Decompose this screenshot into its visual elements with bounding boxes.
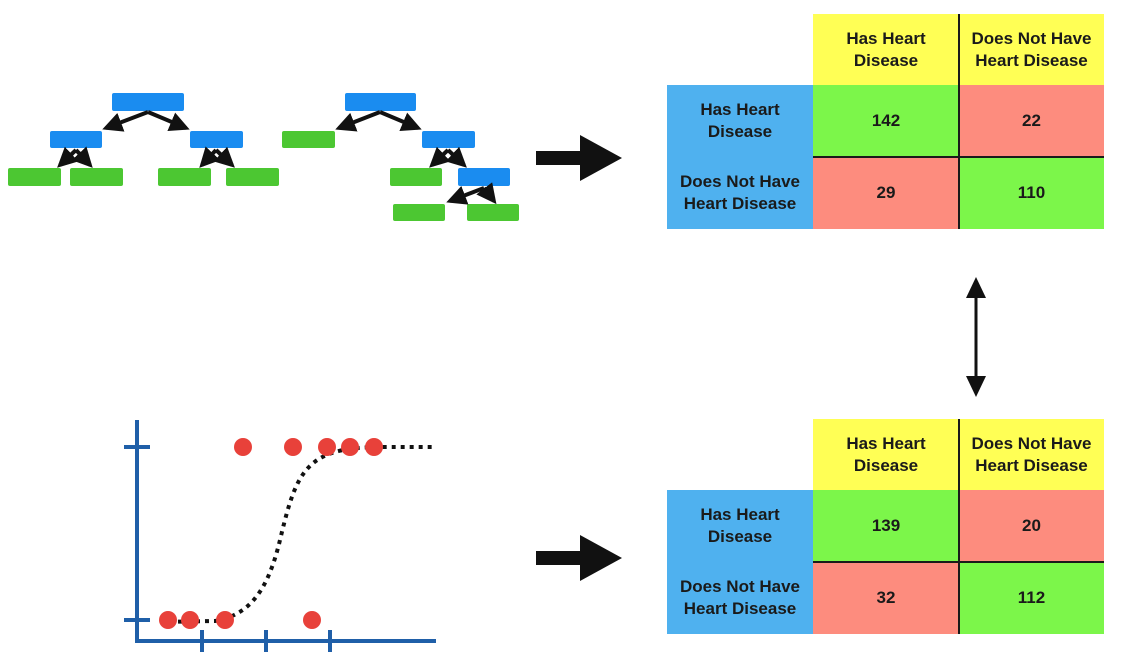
row-header-no-disease: Does Not Have Heart Disease [667,157,813,229]
double-vertical-arrow-icon [966,277,986,397]
true-positive-cell: 139 [813,490,959,562]
right-arrow-icon [536,535,622,581]
grid-divider [813,156,1104,158]
grid-divider [958,14,960,229]
tree-edge [71,146,93,168]
tree-leaf [393,204,445,221]
sigmoid-curve [159,444,437,624]
false-positive-cell: 32 [813,562,959,634]
tree-edge [379,110,422,132]
tree-edge [199,146,221,168]
tree-leaf [282,131,335,148]
tree-edge [429,146,451,168]
tree-edge [476,182,497,205]
tree-leaf [467,204,519,221]
tree-node [50,131,102,148]
col-header-label: Has Heart Disease [846,28,926,70]
col-header-has-disease: Has Heart Disease [813,419,959,490]
logistic-regression-plot [124,420,437,652]
row-header-label: Does Not Have Heart Disease [680,172,800,213]
col-header-label: Does Not Have Heart Disease [971,28,1092,70]
data-point [365,438,383,456]
grid-divider [958,419,960,634]
row-header-label: Has Heart Disease [700,100,780,141]
tree-node [190,131,243,148]
decision-tree-2 [282,93,519,221]
tree-leaf [158,168,211,186]
tree-edge [213,146,235,168]
tree-edge [446,185,485,205]
tree-leaf [390,168,442,186]
tree-leaf [226,168,279,186]
data-point [318,438,336,456]
data-point [284,438,302,456]
tree-edge [57,146,79,168]
false-negative-cell: 22 [959,85,1104,157]
tree-edge [445,146,467,168]
row-header-has-disease: Has Heart Disease [667,85,813,157]
tree-leaf [8,168,61,186]
row-header-no-disease: Does Not Have Heart Disease [667,562,813,634]
row-header-label: Has Heart Disease [700,505,780,546]
grid-divider [813,561,1104,563]
tree-leaf [70,168,123,186]
tree-edge [102,110,149,132]
tree-edge [335,110,381,132]
data-point [216,611,234,629]
row-header-label: Does Not Have Heart Disease [680,577,800,618]
data-point [303,611,321,629]
false-negative-cell: 20 [959,490,1104,562]
data-point [341,438,359,456]
data-point [159,611,177,629]
col-header-no-disease: Does Not Have Heart Disease [959,14,1104,85]
data-point [181,611,199,629]
tree-node [112,93,184,111]
row-header-has-disease: Has Heart Disease [667,490,813,562]
right-arrow-icon [536,135,622,181]
col-header-no-disease: Does Not Have Heart Disease [959,419,1104,490]
col-header-label: Does Not Have Heart Disease [971,433,1092,475]
decision-tree-1 [8,93,279,186]
tree-node [422,131,475,148]
false-positive-cell: 29 [813,157,959,229]
col-header-label: Has Heart Disease [846,433,926,475]
true-positive-cell: 142 [813,85,959,157]
col-header-has-disease: Has Heart Disease [813,14,959,85]
true-negative-cell: 110 [959,157,1104,229]
data-point [234,438,252,456]
tree-node [458,168,510,186]
true-negative-cell: 112 [959,562,1104,634]
tree-node [345,93,416,111]
tree-edge [147,110,190,132]
